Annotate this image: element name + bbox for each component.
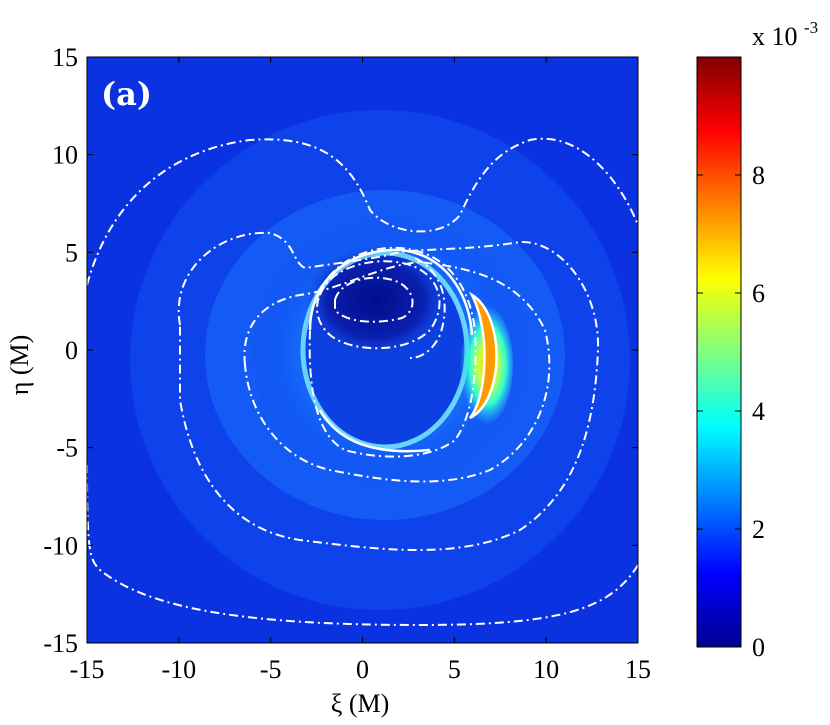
contour-lines bbox=[87, 137, 638, 627]
peak-crescent bbox=[468, 291, 498, 420]
colorbar-tick-label: 2 bbox=[752, 515, 765, 544]
x-tick-label: -15 bbox=[70, 655, 105, 684]
contour-dark-2 bbox=[334, 276, 414, 323]
x-tick-label: 5 bbox=[448, 655, 461, 684]
panel-label: (a) bbox=[101, 75, 152, 113]
contour-dark-1 bbox=[316, 260, 441, 350]
y-tick-label: -10 bbox=[43, 531, 78, 560]
colorbar-scale-label: x 10 -3 bbox=[752, 18, 818, 51]
colorbar-tick-label: 8 bbox=[752, 161, 765, 190]
contour-solid-ring bbox=[308, 248, 474, 453]
y-tick-label: 0 bbox=[65, 336, 78, 365]
y-axis: -15 -10 -5 0 5 10 15 bbox=[43, 43, 638, 658]
heatmap-plot-area: (a) bbox=[87, 57, 638, 643]
colorbar-ticks: 0 2 4 6 8 bbox=[697, 161, 765, 662]
x-tick-label: 10 bbox=[533, 655, 559, 684]
colorbar-tick-label: 4 bbox=[752, 397, 765, 426]
y-tick-label: -5 bbox=[56, 434, 78, 463]
x-tick-label: 15 bbox=[625, 655, 651, 684]
y-tick-label: -15 bbox=[43, 629, 78, 658]
x-tick-label: -10 bbox=[161, 655, 196, 684]
y-tick-label: 15 bbox=[52, 43, 78, 72]
contour-3 bbox=[243, 260, 551, 483]
contour-dark-3 bbox=[409, 257, 446, 359]
colorbar-tick-label: 0 bbox=[752, 633, 765, 662]
x-axis: -15 -10 -5 0 5 10 15 bbox=[70, 57, 651, 684]
x-tick-label: -5 bbox=[260, 655, 282, 684]
contour-4 bbox=[308, 246, 477, 458]
contour-outer bbox=[87, 137, 638, 627]
y-axis-label: η (M) bbox=[5, 335, 34, 396]
dark-region bbox=[305, 245, 445, 355]
y-tick-label: 10 bbox=[52, 141, 78, 170]
colorbar-tick-label: 6 bbox=[752, 279, 765, 308]
x-axis-label: ξ (M) bbox=[331, 689, 390, 718]
colorbar-scale-base: x 10 bbox=[752, 22, 798, 51]
x-tick-label: 0 bbox=[356, 655, 369, 684]
y-tick-label: 5 bbox=[65, 238, 78, 267]
colorbar-scale-exponent: -3 bbox=[804, 18, 818, 37]
colorbar: 0 2 4 6 8 x 10 -3 bbox=[696, 18, 818, 662]
colorbar-gradient bbox=[696, 56, 742, 648]
